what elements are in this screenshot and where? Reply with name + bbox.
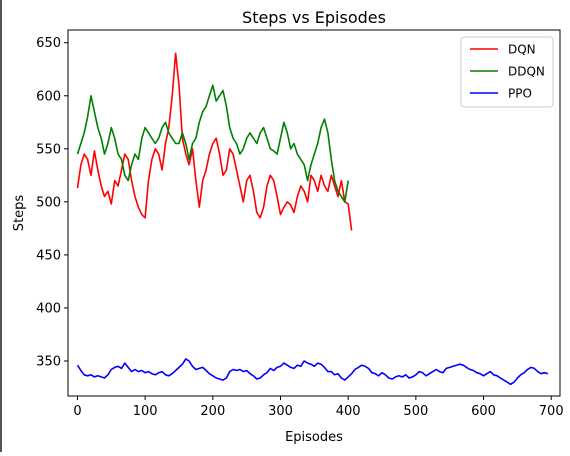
chart-title: Steps vs Episodes xyxy=(242,8,386,27)
plot-area-frame xyxy=(67,29,561,397)
legend-label-ppo: PPO xyxy=(508,87,532,101)
y-tick-label: 350 xyxy=(36,354,61,369)
x-tick-label: 100 xyxy=(133,404,158,419)
y-tick-label: 550 xyxy=(36,142,61,157)
legend-label-dqn: DQN xyxy=(508,43,536,57)
y-axis-label: Steps xyxy=(12,195,27,232)
series-line-dqn xyxy=(76,52,353,231)
y-tick-label: 450 xyxy=(36,248,61,263)
y-tick-label: 400 xyxy=(36,301,61,316)
legend: DQN DDQN PPO xyxy=(460,36,554,108)
x-tick-label: 200 xyxy=(200,404,225,419)
x-tick-label: 400 xyxy=(336,404,361,419)
series-line-ppo xyxy=(76,358,549,386)
legend-items: DQN DDQN PPO xyxy=(470,43,545,101)
y-tick-label: 650 xyxy=(36,36,61,51)
x-tick-label: 600 xyxy=(471,404,496,419)
x-tick-label: 500 xyxy=(403,404,428,419)
x-axis-label: Episodes xyxy=(285,430,343,445)
legend-label-ddqn: DDQN xyxy=(508,65,545,79)
x-tick-label: 0 xyxy=(73,404,81,419)
x-tick-label: 700 xyxy=(539,404,564,419)
series-lines xyxy=(76,52,549,386)
y-tick-label: 600 xyxy=(36,89,61,104)
legend-box xyxy=(460,36,554,108)
x-axis-ticks: 0 100 200 300 400 500 600 700 xyxy=(73,396,564,419)
series-line-ddqn xyxy=(76,84,349,203)
y-axis-ticks: 350 400 450 500 550 600 650 xyxy=(36,36,68,369)
x-tick-label: 300 xyxy=(268,404,293,419)
window-edge xyxy=(0,0,2,452)
y-tick-label: 500 xyxy=(36,195,61,210)
